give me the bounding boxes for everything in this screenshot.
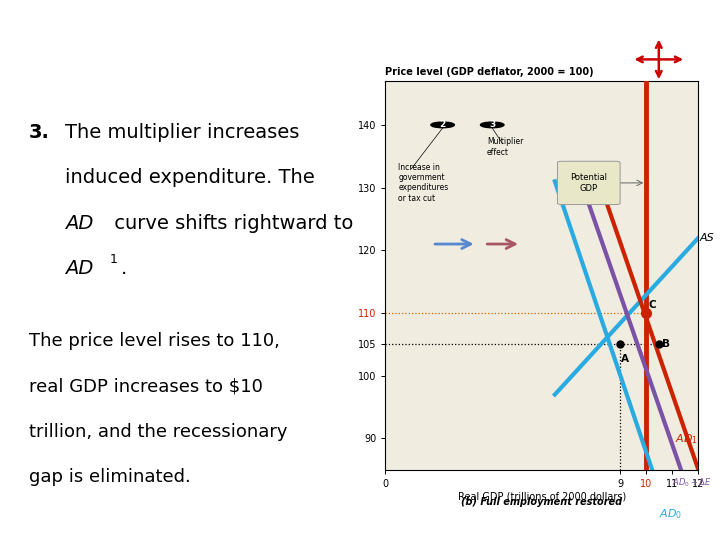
Text: 3: 3 <box>489 120 495 130</box>
FancyBboxPatch shape <box>557 161 620 205</box>
Text: 1: 1 <box>110 253 117 266</box>
Text: real GDP increases to $10: real GDP increases to $10 <box>29 377 263 396</box>
Text: Increase in
government
expenditures
or tax cut: Increase in government expenditures or t… <box>398 163 449 202</box>
Text: Potential
GDP: Potential GDP <box>570 173 607 193</box>
Text: $AD_1$: $AD_1$ <box>675 432 698 446</box>
Text: $AD_0 + \Delta E$: $AD_0 + \Delta E$ <box>672 476 712 489</box>
Text: The price level rises to 110,: The price level rises to 110, <box>29 333 279 350</box>
Text: A: A <box>621 354 629 364</box>
Circle shape <box>480 122 504 128</box>
Text: Multiplier
effect: Multiplier effect <box>487 138 523 157</box>
Text: AD: AD <box>65 259 93 278</box>
Text: .: . <box>121 259 127 278</box>
Text: gap is eliminated.: gap is eliminated. <box>29 468 191 486</box>
Text: B: B <box>662 339 670 349</box>
Text: 3.: 3. <box>29 123 50 143</box>
Text: trillion, and the recessionary: trillion, and the recessionary <box>29 423 287 441</box>
Text: AS: AS <box>700 233 714 243</box>
Text: induced expenditure. The: induced expenditure. The <box>65 168 315 187</box>
Text: AD: AD <box>65 214 93 233</box>
Text: C: C <box>649 300 657 310</box>
Text: (b) Full employment restored: (b) Full employment restored <box>462 497 622 507</box>
Text: curve shifts rightward to: curve shifts rightward to <box>108 214 354 233</box>
Text: Price level (GDP deflator, 2000 = 100): Price level (GDP deflator, 2000 = 100) <box>385 68 594 77</box>
Text: 2: 2 <box>439 120 446 130</box>
Circle shape <box>431 122 454 128</box>
Text: $AD_0$: $AD_0$ <box>660 508 683 521</box>
X-axis label: Real GDP (trillions of 2000 dollars): Real GDP (trillions of 2000 dollars) <box>458 491 626 502</box>
Text: The multiplier increases: The multiplier increases <box>65 123 300 143</box>
